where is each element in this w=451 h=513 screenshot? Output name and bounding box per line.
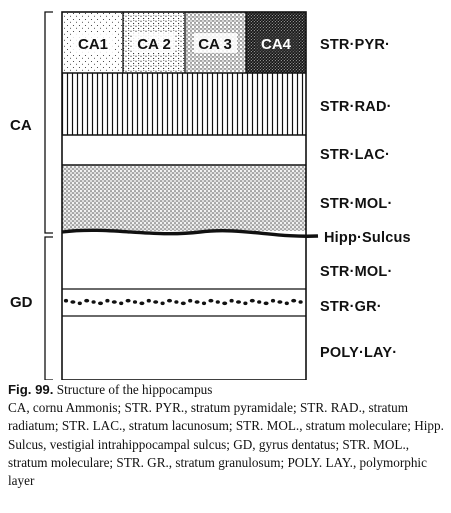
granule-cell <box>132 300 138 304</box>
str-gr-label: STR·GR· <box>320 299 382 315</box>
ca3-label: CA 3 <box>198 36 232 53</box>
str-mol-gd-label: STR·MOL· <box>320 264 392 280</box>
ca-side-label: CA <box>10 117 32 134</box>
str-gr-granule-cells <box>63 298 303 306</box>
granule-cell <box>194 300 200 304</box>
str-rad-layer <box>62 73 306 135</box>
str-pyr-label: STR·PYR· <box>320 37 390 53</box>
granule-cell <box>201 301 207 306</box>
granule-cell <box>119 301 124 306</box>
hipp-sulcus-line <box>61 228 319 238</box>
granule-cell <box>174 300 179 304</box>
granule-cell <box>180 301 186 306</box>
granule-cell <box>291 298 297 303</box>
granule-cell <box>298 300 303 304</box>
granule-cell <box>277 300 283 304</box>
caption-body: CA, cornu Ammonis; STR. PYR., stratum py… <box>8 400 444 489</box>
granule-cell <box>98 301 103 306</box>
granule-cell <box>249 298 255 303</box>
granule-cell <box>77 301 82 306</box>
hipp-sulcus-label: Hipp·Sulcus <box>324 230 411 246</box>
granule-cell <box>160 301 165 306</box>
gd-bracket <box>44 236 53 380</box>
hippocampus-structure-diagram: CA GD CA1 CA 2 CA 3 CA4 STR·PYR· STR·RAD… <box>10 11 411 380</box>
str-lac-layer <box>62 135 306 165</box>
granule-cell <box>139 301 145 306</box>
granule-cell <box>84 298 90 303</box>
granule-cell <box>105 298 110 303</box>
poly-lay-label: POLY·LAY· <box>320 345 397 361</box>
granule-cell <box>263 301 269 306</box>
figure-number: Fig. 99. <box>8 382 54 397</box>
granule-cell <box>153 300 159 304</box>
granule-cell <box>111 300 117 304</box>
granule-cell <box>270 298 276 303</box>
granule-cell <box>284 301 289 306</box>
granule-cell <box>63 298 69 303</box>
granule-cell <box>70 300 76 304</box>
str-rad-label: STR·RAD· <box>320 99 392 115</box>
figure-caption: Fig. 99. Structure of the hippocampus CA… <box>8 381 448 490</box>
caption-title-line: Fig. 99. Structure of the hippocampus <box>8 381 448 399</box>
granule-cell <box>167 298 172 303</box>
granule-cell <box>208 298 214 303</box>
ca2-label: CA 2 <box>137 36 171 53</box>
granule-cell <box>215 300 220 304</box>
granule-cell <box>222 301 228 306</box>
granule-cell <box>125 298 131 303</box>
granule-cell <box>188 298 193 303</box>
ca4-label: CA4 <box>261 36 292 53</box>
str-lac-label: STR·LAC· <box>320 147 390 163</box>
granule-cell <box>91 300 96 304</box>
str-mol-ca-layer <box>62 165 306 231</box>
granule-cell <box>146 298 151 303</box>
gd-side-label: GD <box>10 294 33 311</box>
granule-cell <box>229 298 234 303</box>
ca-bracket <box>44 11 53 234</box>
ca-region-row: CA1 CA 2 CA 3 CA4 <box>62 12 306 73</box>
granule-cell <box>243 301 248 306</box>
ca1-label: CA1 <box>78 36 108 53</box>
caption-title: Structure of the hippocampus <box>53 382 213 397</box>
str-mol-ca-label: STR·MOL· <box>320 196 392 212</box>
granule-cell <box>257 300 262 304</box>
diagram-frame <box>61 11 307 380</box>
granule-cell <box>236 300 241 304</box>
